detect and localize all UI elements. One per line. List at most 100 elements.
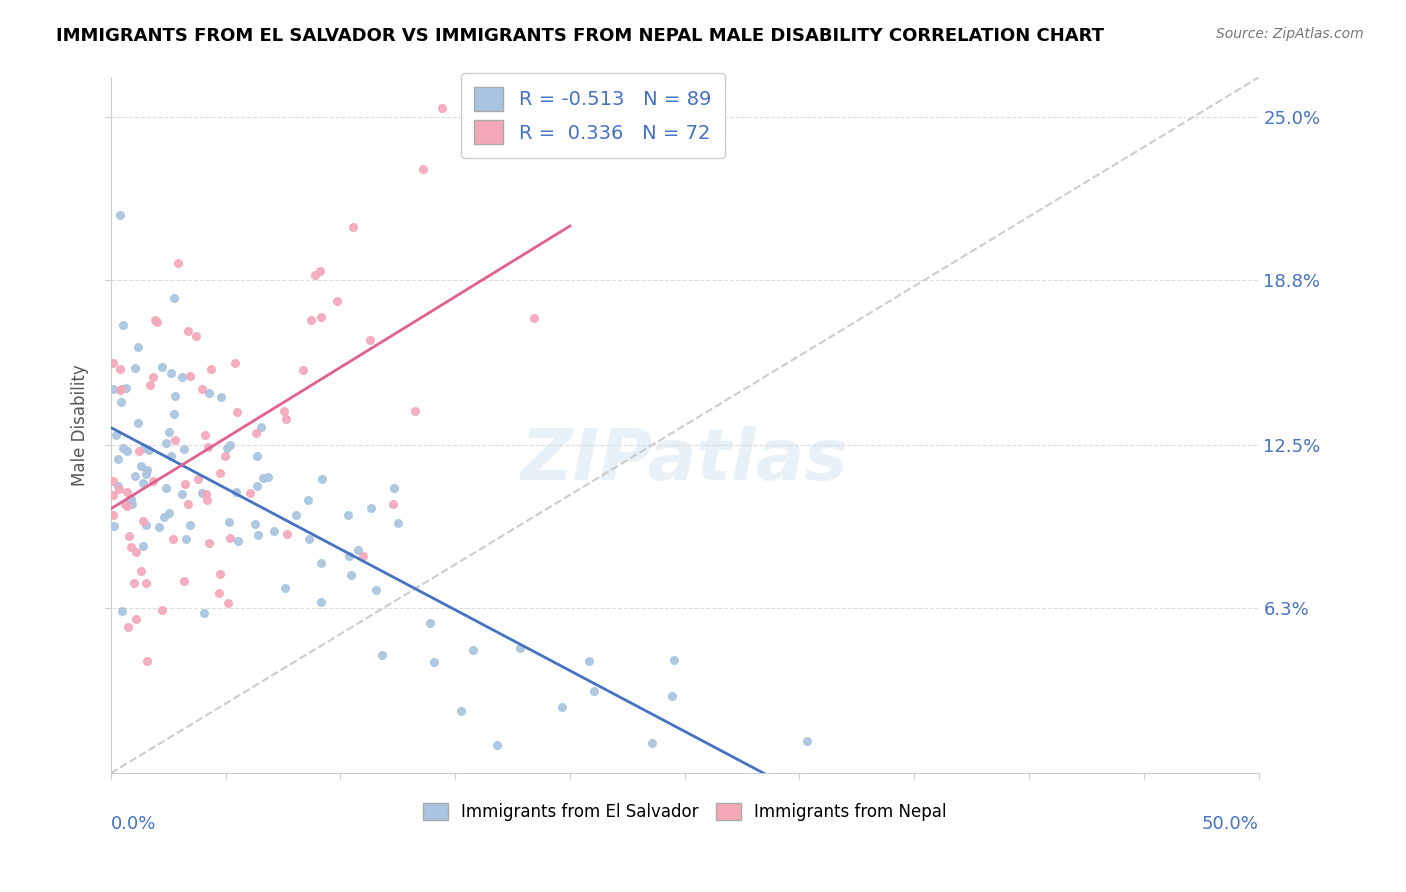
Point	[274, 581, 297, 595]
Point	[129, 458, 152, 473]
Point	[509, 640, 531, 655]
Point	[485, 738, 508, 752]
Point	[172, 487, 194, 501]
Point	[110, 395, 132, 409]
Point	[174, 532, 197, 546]
Point	[256, 470, 278, 484]
Point	[142, 475, 165, 489]
Point	[298, 533, 321, 547]
Point	[173, 574, 195, 589]
Point	[186, 329, 208, 343]
Point	[110, 604, 132, 618]
Text: 50.0%: 50.0%	[1202, 815, 1258, 833]
Point	[145, 315, 167, 329]
Point	[124, 545, 146, 559]
Point	[139, 378, 162, 392]
Point	[308, 264, 330, 278]
Point	[285, 508, 308, 522]
Point	[124, 360, 146, 375]
Point	[142, 369, 165, 384]
Point	[246, 449, 269, 463]
Point	[120, 492, 142, 507]
Point	[209, 467, 232, 481]
Point	[132, 539, 155, 553]
Text: 0.0%: 0.0%	[111, 815, 156, 833]
Point	[423, 655, 446, 669]
Point	[127, 416, 149, 430]
Point	[162, 533, 184, 547]
Point	[404, 403, 426, 417]
Point	[217, 596, 239, 610]
Point	[101, 508, 124, 523]
Point	[125, 612, 148, 626]
Point	[135, 463, 157, 477]
Point	[461, 642, 484, 657]
Point	[120, 540, 142, 554]
Point	[209, 390, 232, 404]
Text: Source: ZipAtlas.com: Source: ZipAtlas.com	[1216, 27, 1364, 41]
Point	[309, 310, 332, 324]
Point	[150, 603, 173, 617]
Point	[179, 368, 201, 383]
Point	[299, 312, 322, 326]
Point	[114, 497, 136, 511]
Point	[309, 556, 332, 570]
Point	[371, 648, 394, 662]
Point	[198, 536, 221, 550]
Point	[114, 381, 136, 395]
Point	[661, 689, 683, 703]
Point	[419, 616, 441, 631]
Point	[336, 508, 359, 523]
Point	[101, 383, 124, 397]
Point	[225, 405, 247, 419]
Point	[177, 324, 200, 338]
Point	[128, 443, 150, 458]
Point	[796, 734, 818, 748]
Point	[297, 492, 319, 507]
Point	[163, 407, 186, 421]
Point	[148, 519, 170, 533]
Point	[215, 441, 238, 455]
Point	[208, 586, 231, 600]
Point	[263, 524, 285, 538]
Point	[132, 514, 155, 528]
Point	[155, 436, 177, 450]
Point	[118, 529, 141, 543]
Point	[304, 268, 326, 283]
Point	[382, 497, 405, 511]
Point	[108, 384, 131, 398]
Point	[110, 383, 132, 397]
Point	[117, 443, 139, 458]
Point	[195, 486, 218, 500]
Point	[550, 699, 572, 714]
Point	[101, 475, 124, 489]
Point	[132, 475, 155, 490]
Point	[387, 516, 409, 531]
Point	[578, 654, 600, 668]
Point	[193, 606, 215, 620]
Point	[124, 469, 146, 483]
Point	[177, 497, 200, 511]
Point	[122, 575, 145, 590]
Point	[115, 499, 138, 513]
Point	[135, 576, 157, 591]
Text: ZIPatlas: ZIPatlas	[522, 425, 848, 494]
Point	[155, 481, 177, 495]
Point	[108, 361, 131, 376]
Point	[273, 403, 295, 417]
Point	[342, 220, 364, 235]
Point	[292, 363, 315, 377]
Point	[197, 385, 219, 400]
Point	[174, 477, 197, 491]
Point	[219, 438, 242, 452]
Point	[107, 452, 129, 467]
Point	[243, 516, 266, 531]
Point	[115, 485, 138, 500]
Point	[360, 500, 382, 515]
Point	[190, 485, 212, 500]
Point	[195, 493, 218, 508]
Point	[309, 595, 332, 609]
Point	[583, 684, 606, 698]
Y-axis label: Male Disability: Male Disability	[72, 365, 89, 486]
Point	[366, 583, 388, 598]
